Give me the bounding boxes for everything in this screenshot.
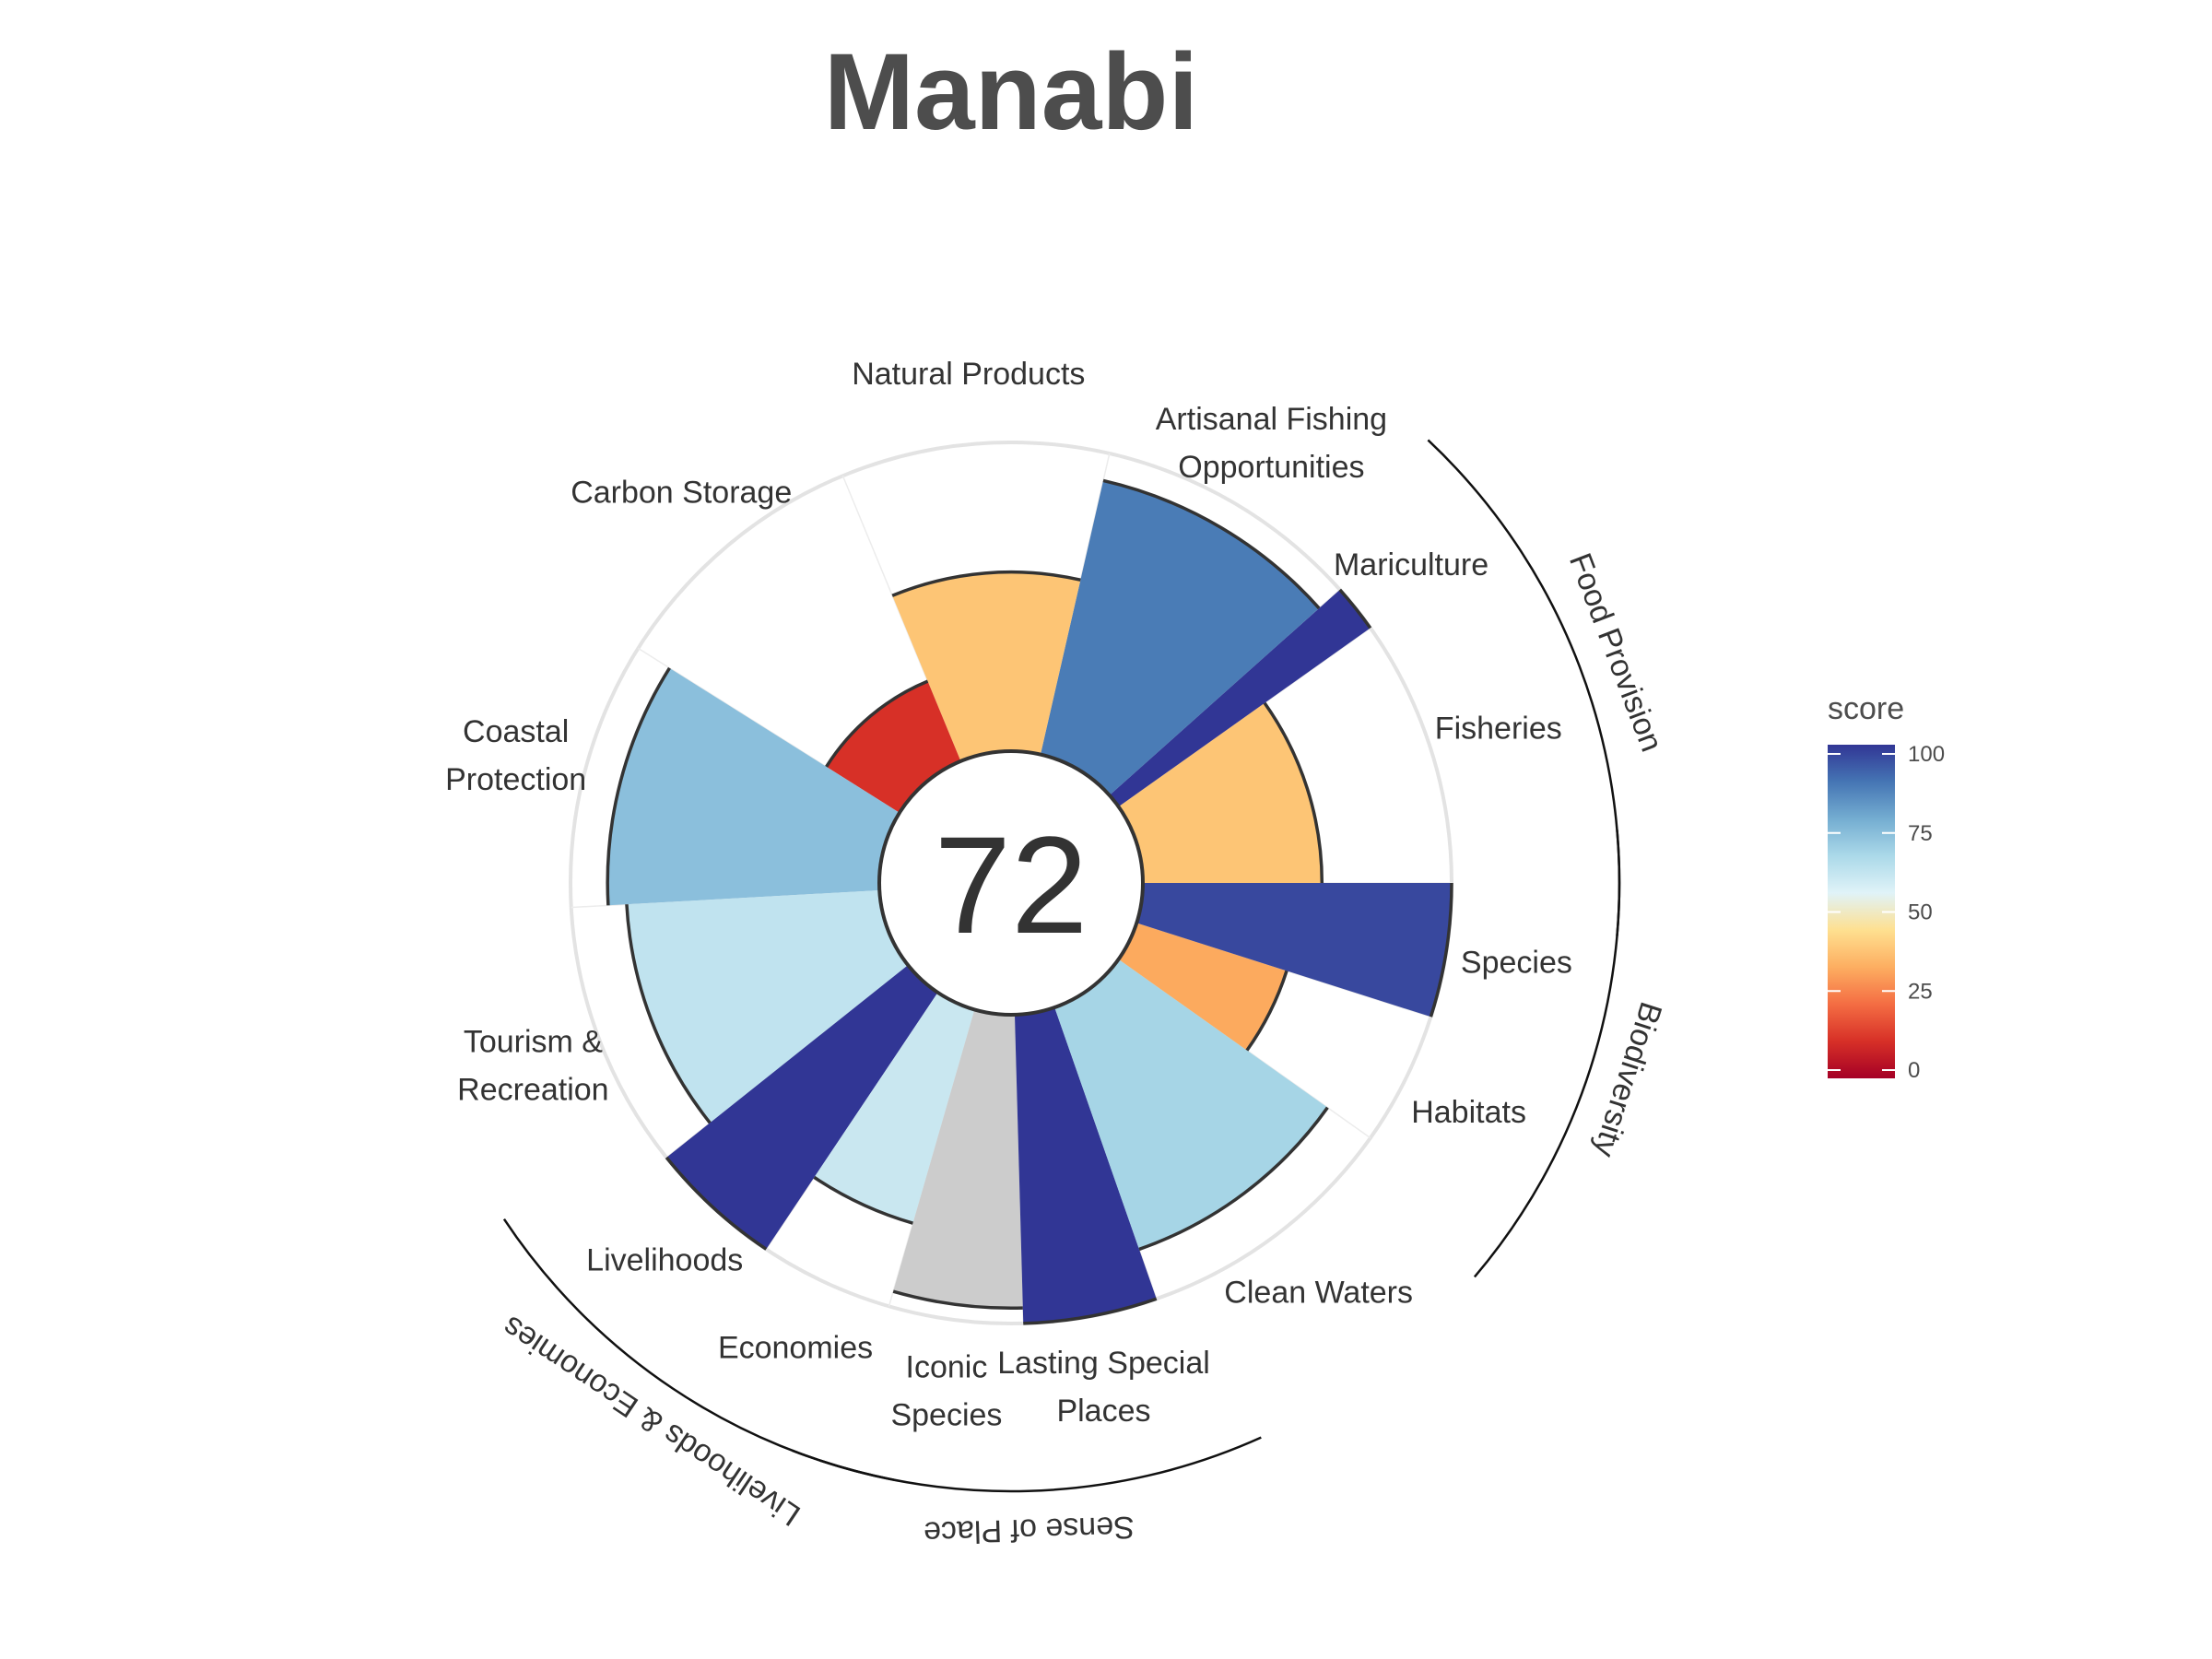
- petal-edge-species: [1429, 882, 1453, 1018]
- legend-title: score: [1828, 691, 1904, 726]
- petal-species: [1136, 883, 1452, 1018]
- group-label-sense: Sense of Place: [924, 1510, 1135, 1550]
- goal-label-artisanal-fishing-opportunities: Artisanal Fishing Opportunities: [1156, 402, 1387, 485]
- petal-edge-economies: [813, 1175, 914, 1225]
- petal-artisanal-fishing-opportunities: [1040, 480, 1320, 795]
- group-arc-sense: [792, 1436, 1262, 1493]
- petal-natural-products: [892, 571, 1081, 761]
- petal-economies: [814, 992, 975, 1224]
- petal-fisheries: [1118, 702, 1323, 883]
- goal-labels: Fisheries Mariculture Artisanal Fishing Opp…: [445, 357, 1572, 1433]
- goal-label-lasting-special-places: Lasting Special Places: [997, 1346, 1210, 1429]
- center-circle: [877, 749, 1145, 1017]
- plot-area: [569, 441, 1453, 1325]
- goal-label-fisheries: Fisheries: [1435, 711, 1562, 746]
- petal-edge-mariculture: [1338, 588, 1372, 629]
- petal-edge-artisanal-fishing-opportunities: [1102, 478, 1321, 610]
- legend-tick-label: 50: [1908, 900, 1933, 925]
- group-arc-bio: [1473, 830, 1621, 1278]
- goal-label-habitats: Habitats: [1411, 1095, 1526, 1130]
- legend: score 0 25 50 75 100: [1828, 691, 1945, 1083]
- petal-tourism-and-recreation: [626, 889, 909, 1124]
- legend-tick-label: 0: [1908, 1058, 1920, 1083]
- goal-label-carbon-storage: Carbon Storage: [571, 476, 792, 511]
- petal-coastal-protection: [607, 667, 900, 906]
- petal-clean-waters: [1054, 959, 1328, 1250]
- group-arc-food: [1427, 439, 1621, 936]
- legend-tick-label: 100: [1908, 742, 1945, 767]
- goal-label-natural-products: Natural Products: [852, 357, 1085, 392]
- group-label-bio: Biodiversity: [1586, 998, 1668, 1161]
- goal-label-economies: Economies: [718, 1330, 873, 1365]
- legend-tick-label: 25: [1908, 979, 1933, 1004]
- petal-edge-habitats: [1245, 970, 1288, 1052]
- petal-edge-tourism-and-recreation: [625, 904, 712, 1124]
- goal-label-tourism-and-recreation: Tourism & Recreation: [457, 1025, 608, 1108]
- petal-edge-livelihoods: [665, 1156, 768, 1251]
- overall-score: 72: [935, 807, 1088, 962]
- petal-habitats: [1118, 923, 1288, 1051]
- petal-iconic-species: [893, 1009, 1023, 1309]
- petal-edge-fisheries: [1263, 701, 1324, 884]
- group-arc-liv: [502, 1218, 895, 1481]
- goal-label-clean-waters: Clean Waters: [1224, 1276, 1413, 1311]
- goal-label-coastal-protection: Coastal Protection: [445, 714, 586, 797]
- goal-label-mariculture: Mariculture: [1334, 547, 1488, 582]
- group-label-food: Food Provision: [1562, 548, 1669, 756]
- petal-edge-iconic-species: [892, 1289, 1023, 1310]
- petal-mariculture: [1109, 589, 1371, 807]
- petal-lasting-special-places: [1014, 1006, 1157, 1324]
- goal-label-livelihoods: Livelihoods: [586, 1242, 743, 1277]
- goal-label-species: Species: [1461, 945, 1572, 980]
- petal-edge-carbon-storage: [825, 679, 929, 768]
- legend-tick-label: 75: [1908, 821, 1933, 846]
- petal-livelihoods: [666, 965, 938, 1250]
- petal-edge-natural-products: [891, 570, 1081, 597]
- goal-label-iconic-species: Iconic Species: [890, 1350, 1002, 1433]
- petal-edge-clean-waters: [1138, 1106, 1329, 1252]
- petal-edge-coastal-protection: [606, 666, 671, 906]
- chart-title: Manabi: [824, 31, 1199, 153]
- petal-edge-lasting-special-places: [1023, 1297, 1158, 1325]
